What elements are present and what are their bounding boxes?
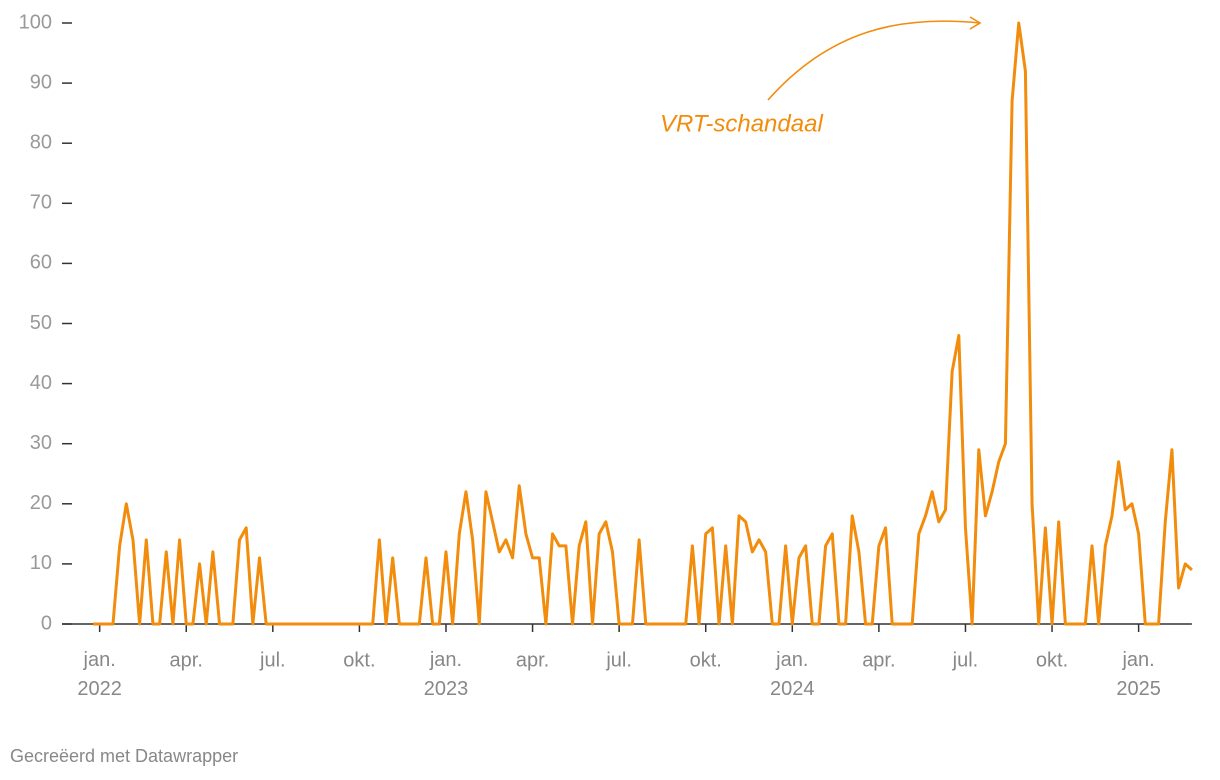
annotation: VRT-schandaal <box>660 110 823 137</box>
x-tick-label: jul. <box>259 649 286 671</box>
annotation-arrow <box>767 20 981 101</box>
line <box>93 21 1193 626</box>
x-tick-label: jan. 2024 <box>770 649 815 700</box>
x-tick-label: jan. 2023 <box>424 649 469 700</box>
y-tick-label: 40 <box>30 372 52 394</box>
y-tick-label: 30 <box>30 432 52 454</box>
x-tick-label: okt. <box>343 649 375 671</box>
x-tick-label: okt. <box>1036 649 1068 671</box>
y-tick-label: 100 <box>19 11 52 33</box>
footer: Gecreëerd met Datawrapper <box>10 746 238 766</box>
y-tick-label: 10 <box>30 552 52 574</box>
y-tick-label: 80 <box>30 131 52 153</box>
x-tick-label: jul. <box>952 649 979 671</box>
x-tick-label: apr. <box>862 649 895 671</box>
y-tick-label: 20 <box>30 492 52 514</box>
x-tick-label: apr. <box>516 649 549 671</box>
x-tick-label: jul. <box>605 649 632 671</box>
x-tick-label: okt. <box>690 649 722 671</box>
y-tick-label: 60 <box>30 252 52 274</box>
annotation-arrowhead <box>969 16 982 30</box>
x-tick-label: jan. 2025 <box>1116 649 1161 700</box>
x-tick-label: jan. 2022 <box>77 649 122 700</box>
y-tick-label: 70 <box>30 192 52 214</box>
y-tick-label: 90 <box>30 71 52 93</box>
y-tick-label: 0 <box>41 612 52 634</box>
y-tick-label: 50 <box>30 312 52 334</box>
x-tick-label: apr. <box>170 649 203 671</box>
